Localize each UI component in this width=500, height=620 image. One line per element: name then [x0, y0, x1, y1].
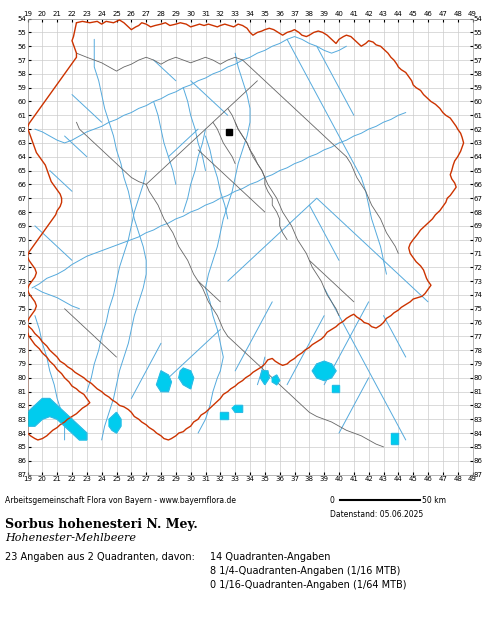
Polygon shape	[232, 405, 242, 412]
Text: Arbeitsgemeinschaft Flora von Bayern - www.bayernflora.de: Arbeitsgemeinschaft Flora von Bayern - w…	[5, 496, 236, 505]
Polygon shape	[391, 433, 398, 444]
Polygon shape	[272, 375, 280, 384]
Text: 23 Angaben aus 2 Quadranten, davon:: 23 Angaben aus 2 Quadranten, davon:	[5, 552, 195, 562]
Text: Datenstand: 05.06.2025: Datenstand: 05.06.2025	[330, 510, 423, 519]
Text: 0: 0	[330, 496, 335, 505]
Text: Sorbus hohenesteri N. Mey.: Sorbus hohenesteri N. Mey.	[5, 518, 198, 531]
Polygon shape	[28, 399, 87, 440]
Text: 0 1/16-Quadranten-Angaben (1/64 MTB): 0 1/16-Quadranten-Angaben (1/64 MTB)	[210, 580, 406, 590]
Polygon shape	[332, 384, 339, 392]
Text: 50 km: 50 km	[422, 496, 446, 505]
Polygon shape	[179, 368, 194, 389]
Polygon shape	[260, 371, 270, 384]
Text: Hohenester-Mehlbeere: Hohenester-Mehlbeere	[5, 533, 136, 543]
Polygon shape	[156, 371, 172, 392]
Text: 8 1/4-Quadranten-Angaben (1/16 MTB): 8 1/4-Quadranten-Angaben (1/16 MTB)	[210, 566, 400, 576]
Text: 14 Quadranten-Angaben: 14 Quadranten-Angaben	[210, 552, 330, 562]
Polygon shape	[220, 412, 228, 419]
Polygon shape	[109, 412, 121, 433]
Polygon shape	[312, 361, 336, 381]
